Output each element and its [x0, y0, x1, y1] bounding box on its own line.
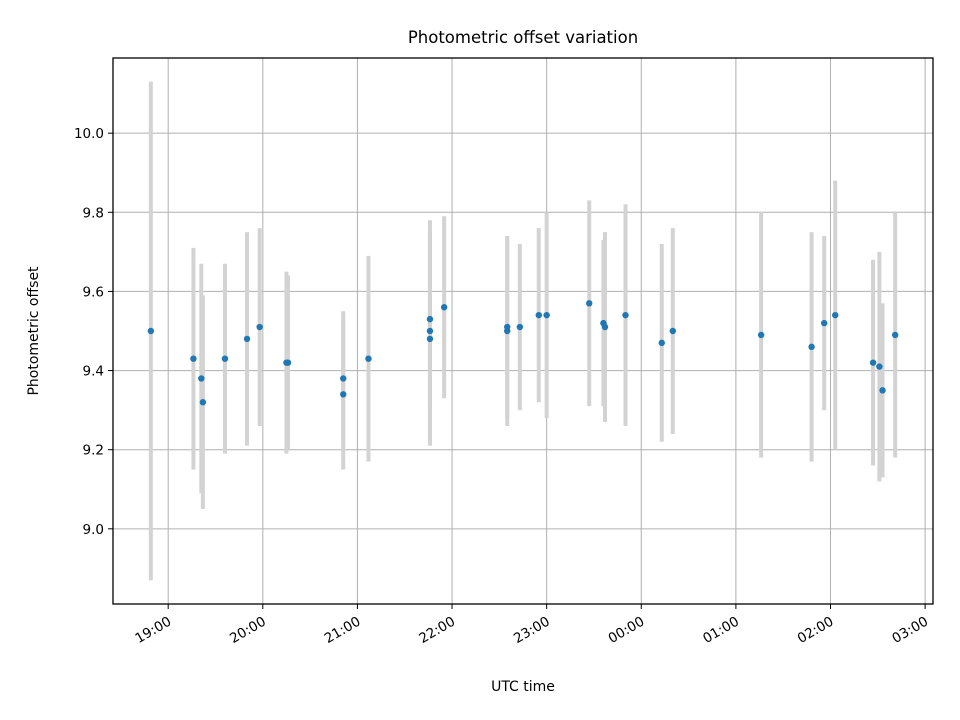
x-tick-label: 23:00 — [511, 614, 553, 647]
data-point — [658, 339, 665, 347]
data-point — [426, 327, 434, 335]
data-point — [757, 331, 765, 339]
data-point — [190, 355, 197, 362]
data-point — [535, 311, 542, 319]
data-point — [543, 311, 550, 319]
data-point — [365, 355, 372, 362]
plot-frame — [112, 57, 934, 605]
y-tick-label: 9.4 — [83, 364, 104, 380]
data-point — [876, 363, 883, 370]
y-axis-ticks: 9.0 9.2 9.4 9.6 9.8 10.0 — [74, 126, 113, 538]
data-point — [198, 375, 205, 382]
x-tick-label: 00:00 — [606, 614, 648, 647]
data-point — [256, 323, 263, 331]
data-point — [340, 375, 347, 382]
data-point — [820, 319, 828, 327]
data-point — [891, 331, 899, 339]
data-point — [832, 311, 839, 319]
data-point — [504, 327, 511, 335]
data-point — [879, 387, 886, 394]
data-point — [284, 359, 292, 366]
data-point — [808, 343, 815, 351]
x-tick-label: 01:00 — [700, 614, 742, 647]
data-point — [426, 315, 434, 323]
data-point — [586, 300, 593, 307]
data-point — [243, 335, 251, 343]
x-tick-label: 19:00 — [132, 614, 174, 647]
x-tick-label: 20:00 — [227, 614, 269, 647]
data-point — [147, 327, 155, 335]
data-point — [199, 399, 207, 406]
y-tick-label: 9.2 — [83, 443, 104, 459]
y-tick-label: 9.8 — [83, 205, 104, 221]
data-point — [426, 335, 434, 343]
data-point — [516, 323, 524, 331]
data-point — [440, 304, 448, 311]
data-point — [622, 311, 629, 319]
y-tick-label: 9.0 — [83, 522, 104, 538]
chart-title: Photometric offset variation — [408, 28, 638, 47]
x-tick-label: 21:00 — [322, 614, 364, 647]
y-axis-label: Photometric offset — [26, 266, 42, 396]
data-points — [147, 300, 899, 406]
data-point — [669, 327, 677, 335]
data-point — [340, 391, 347, 398]
data-point — [221, 355, 229, 362]
y-tick-label: 9.6 — [83, 284, 104, 300]
data-point — [601, 323, 609, 331]
y-tick-label: 10.0 — [74, 126, 104, 142]
x-axis-ticks: 19:00 20:00 21:00 22:00 23:00 00:00 01:00 02:00… — [132, 604, 931, 647]
x-axis-label: UTC time — [491, 679, 555, 695]
x-tick-label: 02:00 — [795, 614, 837, 647]
x-tick-label: 22:00 — [416, 614, 458, 647]
data-point — [869, 359, 877, 366]
x-tick-label: 03:00 — [889, 614, 931, 647]
